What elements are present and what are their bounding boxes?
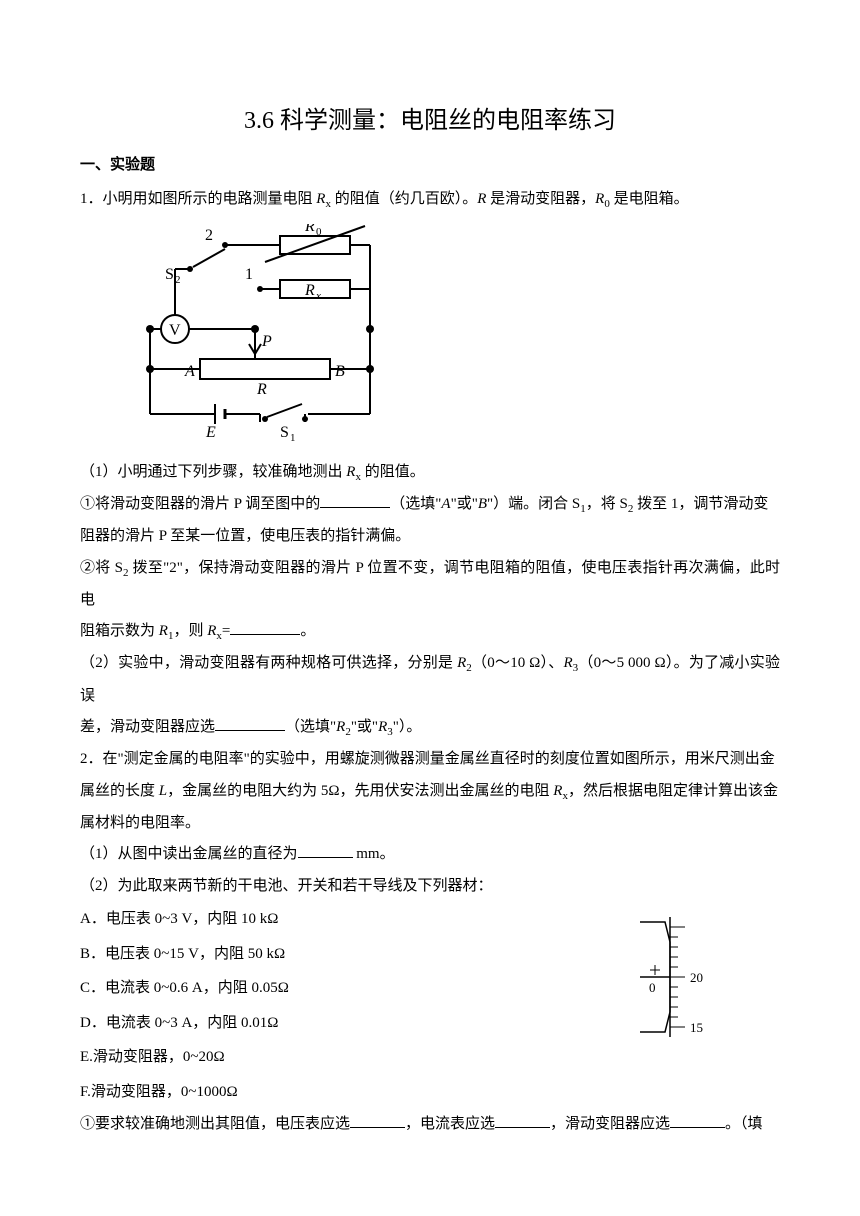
qfd: 。（填 <box>725 1116 763 1132</box>
svg-text:B: B <box>335 363 345 380</box>
q1-intro: 1．小明用如图所示的电路测量电阻 Rx 的阻值（约几百欧）。R 是滑动变阻器，R… <box>80 184 780 216</box>
option-c: C．电流表 0~0.6 A，内阻 0.05Ω <box>80 971 600 1006</box>
step2l2d: 。 <box>300 623 315 639</box>
svg-text:20: 20 <box>690 970 703 985</box>
blank2 <box>230 620 300 635</box>
svg-text:15: 15 <box>690 1020 703 1035</box>
q1-p1-text: （1）小明通过下列步骤，较准确地测出 <box>80 464 346 480</box>
q2p1a: （1）从图中读出金属丝的直径为 <box>80 846 298 862</box>
svg-text:2: 2 <box>205 227 213 244</box>
r3b: R <box>378 719 387 735</box>
svg-text:E: E <box>205 424 216 441</box>
circuit-diagram: R 0 2 R x 1 S 2 V P A R B <box>130 224 780 449</box>
step2l2a: 阻箱示数为 <box>80 623 159 639</box>
svg-text:0: 0 <box>316 226 322 238</box>
q1-p2: （2）实验中，滑动变阻器有两种规格可供选择，分别是 R2（0～10 Ω）、R3（… <box>80 648 780 712</box>
svg-text:0: 0 <box>649 980 656 995</box>
q1-p1: （1）小明通过下列步骤，较准确地测出 Rx 的阻值。 <box>80 457 780 489</box>
r3: R <box>564 655 573 671</box>
step2l2c: = <box>222 623 230 639</box>
svg-text:x: x <box>315 290 321 302</box>
q1-p1-end: 的阻值。 <box>361 464 425 480</box>
step1c: "或" <box>451 496 478 512</box>
option-b: B．电压表 0~15 V，内阻 50 kΩ <box>80 937 600 972</box>
blank7 <box>670 1113 725 1128</box>
blank6 <box>495 1113 550 1128</box>
step1a: ①将滑动变阻器的滑片 P 调至图中的 <box>80 496 320 512</box>
micrometer-svg: 0 20 15 <box>600 912 750 1042</box>
r1: R <box>159 623 168 639</box>
option-e: E.滑动变阻器，0~20Ω <box>80 1040 600 1075</box>
q2p1b: mm。 <box>353 846 395 862</box>
l-sym: L <box>159 783 167 799</box>
q1-step1: ①将滑动变阻器的滑片 P 调至图中的（选填"A"或"B"）端。闭合 S1，将 S… <box>80 489 780 521</box>
blank5 <box>350 1113 405 1128</box>
p2b: （0～10 Ω）、 <box>472 655 564 671</box>
q2-intro2: 属丝的长度 L，金属丝的电阻大约为 5Ω，先用伏安法测出金属丝的电阻 Rx，然后… <box>80 776 780 808</box>
circuit-svg: R 0 2 R x 1 S 2 V P A R B <box>130 224 390 444</box>
q1-intro-text: 1．小明用如图所示的电路测量电阻 <box>80 191 316 207</box>
q2id: ，然后根据电阻定律计算出该金 <box>568 783 778 799</box>
r-symbol: R <box>477 191 486 207</box>
step1d: "）端。闭合 S <box>487 496 580 512</box>
q1-p2-line2: 差，滑动变阻器应选（选填"R2"或"R3"）。 <box>80 712 780 744</box>
step2a: ②将 S <box>80 560 123 576</box>
q2-final: ①要求较准确地测出其阻值，电压表应选 ，电流表应选 ，滑动变阻器应选 。（填 <box>80 1109 780 1141</box>
step1f: 拨至 1，调节滑动变 <box>633 496 768 512</box>
q1-step2: ②将 S2 拨至"2"，保持滑动变阻器的滑片 P 位置不变，调节电阻箱的阻值，使… <box>80 553 780 617</box>
step1b: （选填" <box>390 496 441 512</box>
b-opt: B <box>478 496 487 512</box>
q1-intro4: 是电阻箱。 <box>610 191 689 207</box>
p2l2c: "或" <box>351 719 378 735</box>
p2a: （2）实验中，滑动变阻器有两种规格可供选择，分别是 <box>80 655 457 671</box>
svg-text:S: S <box>280 424 289 441</box>
page-title: 3.6 科学测量：电阻丝的电阻率练习 <box>80 100 780 135</box>
q2ib: 属丝的长度 <box>80 783 159 799</box>
svg-text:1: 1 <box>245 266 253 283</box>
svg-text:V: V <box>169 322 181 339</box>
svg-text:1: 1 <box>290 432 296 444</box>
svg-text:R: R <box>256 381 267 398</box>
svg-text:P: P <box>261 333 272 350</box>
a-opt: A <box>441 496 450 512</box>
options-row: A．电压表 0~3 V，内阻 10 kΩ B．电压表 0~15 V，内阻 50 … <box>80 902 780 1109</box>
q1-intro2: 的阻值（约几百欧）。 <box>331 191 477 207</box>
svg-text:R: R <box>304 282 315 299</box>
r2: R <box>457 655 466 671</box>
q2ic: ，金属丝的电阻大约为 5Ω，先用伏安法测出金属丝的电阻 <box>167 783 553 799</box>
p2l2d: "）。 <box>393 719 422 735</box>
p2l2b: （选填" <box>285 719 336 735</box>
svg-text:S: S <box>165 266 174 283</box>
q2-intro3: 属材料的电阻率。 <box>80 808 780 840</box>
qfc: ，滑动变阻器应选 <box>550 1116 670 1132</box>
blank4 <box>298 843 353 858</box>
q2-p2: （2）为此取来两节新的干电池、开关和若干导线及下列器材： <box>80 871 780 903</box>
step2b: 拨至"2"，保持滑动变阻器的滑片 P 位置不变，调节电阻箱的阻值，使电压表指针再… <box>80 560 780 608</box>
r0-symbol: R <box>595 191 604 207</box>
option-f: F.滑动变阻器，0~1000Ω <box>80 1075 600 1110</box>
option-a: A．电压表 0~3 V，内阻 10 kΩ <box>80 902 600 937</box>
q1-step1-line2: 阻器的滑片 P 至某一位置，使电压表的指针满偏。 <box>80 521 780 553</box>
qfb: ，电流表应选 <box>405 1116 495 1132</box>
step1e: ，将 S <box>586 496 628 512</box>
svg-text:A: A <box>184 363 195 380</box>
p2l2a: 差，滑动变阻器应选 <box>80 719 215 735</box>
rx3: R <box>207 623 216 639</box>
section-header: 一、实验题 <box>80 153 780 174</box>
step2l2b: ，则 <box>173 623 207 639</box>
q1-step2-line2: 阻箱示数为 R1，则 Rx=。 <box>80 616 780 648</box>
q2-p1: （1）从图中读出金属丝的直径为 mm。 <box>80 839 780 871</box>
q2-intro: 2．在"测定金属的电阻率"的实验中，用螺旋测微器测量金属丝直径时的刻度位置如图所… <box>80 744 780 776</box>
blank3 <box>215 716 285 731</box>
micrometer-diagram: 0 20 15 <box>600 912 780 1047</box>
blank1 <box>320 493 390 508</box>
qfa: ①要求较准确地测出其阻值，电压表应选 <box>80 1116 350 1132</box>
r2b: R <box>336 719 345 735</box>
options-column: A．电压表 0~3 V，内阻 10 kΩ B．电压表 0~15 V，内阻 50 … <box>80 902 600 1109</box>
svg-text:R: R <box>304 224 315 235</box>
q1-intro3: 是滑动变阻器， <box>486 191 595 207</box>
option-d: D．电流表 0~3 A，内阻 0.01Ω <box>80 1006 600 1041</box>
